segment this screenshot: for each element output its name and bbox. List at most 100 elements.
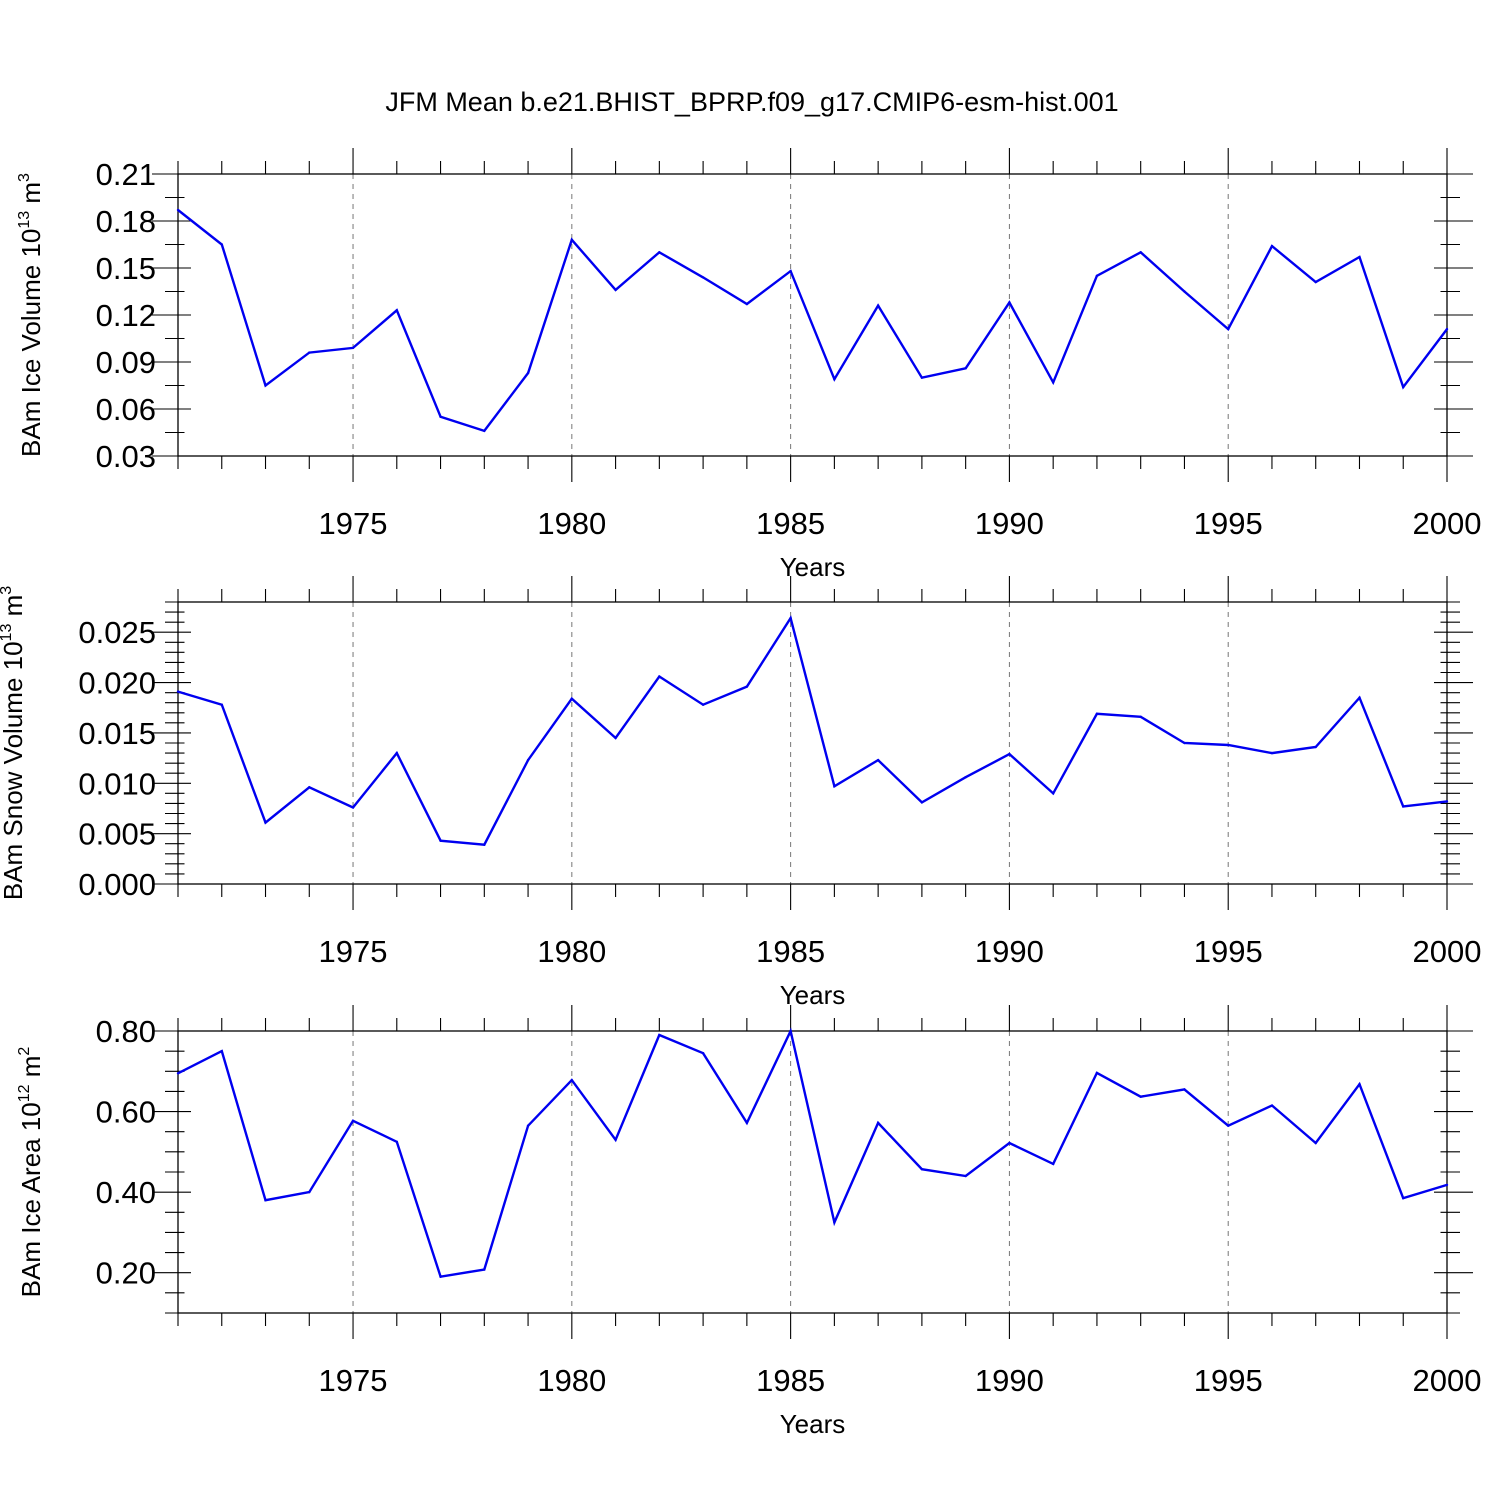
data-point-1989 <box>964 367 967 370</box>
data-point-2000 <box>1445 327 1449 331</box>
data-point-1987 <box>876 1121 880 1125</box>
data-point-1995 <box>1227 1124 1230 1127</box>
data-point-1988 <box>920 801 924 804</box>
y-tick-label: 0.18 <box>96 204 156 239</box>
data-point-1979 <box>526 1124 530 1127</box>
y-tick-label: 0.60 <box>96 1095 156 1130</box>
data-point-1999 <box>1402 385 1405 389</box>
data-point-1971 <box>176 208 180 212</box>
data-point-1982 <box>658 1033 661 1037</box>
data-point-1975 <box>351 1119 355 1123</box>
data-point-1985 <box>789 1029 792 1033</box>
x-tick-label: 1985 <box>756 506 825 541</box>
data-point-1986 <box>833 785 836 788</box>
data-point-1994 <box>1183 290 1186 293</box>
data-point-1993 <box>1139 251 1142 254</box>
y-axis-title: BAm Ice Volume 1013 m3 <box>16 173 46 457</box>
data-point-1992 <box>1095 1071 1099 1075</box>
data-point-1987 <box>876 304 880 307</box>
y-tick-label: 0.21 <box>96 157 156 192</box>
y-tick-label: 0.09 <box>96 345 156 380</box>
data-point-1975 <box>351 806 355 809</box>
x-tick-label: 1995 <box>1194 506 1263 541</box>
data-point-1985 <box>789 616 792 620</box>
data-point-1981 <box>614 1138 617 1141</box>
data-point-1997 <box>1314 1141 1317 1145</box>
y-tick-label: 0.03 <box>96 439 156 474</box>
data-point-1990 <box>1008 301 1011 304</box>
data-point-1988 <box>920 1167 924 1171</box>
x-tick-label: 2000 <box>1413 1363 1482 1398</box>
data-point-1983 <box>701 1051 705 1055</box>
data-point-1988 <box>920 376 924 379</box>
x-tick-label: 1980 <box>537 934 606 969</box>
x-axis-title: Years <box>780 1409 846 1439</box>
y-tick-label: 0.12 <box>96 298 156 333</box>
y-axis-title-unit-exponent: 2 <box>16 1047 33 1056</box>
data-point-1989 <box>964 1174 967 1178</box>
y-tick-label: 0.005 <box>78 817 156 852</box>
x-tick-label: 2000 <box>1413 934 1482 969</box>
y-axis-title-exponent: 13 <box>16 211 33 229</box>
data-point-1994 <box>1183 741 1186 745</box>
y-axis-title-unit: m <box>0 595 28 624</box>
x-axis-title: Years <box>780 980 846 1010</box>
series-line-snow-volume <box>177 615 1448 846</box>
data-point-1997 <box>1314 280 1317 284</box>
y-tick-label: 0.020 <box>78 666 156 701</box>
data-point-1984 <box>745 1121 749 1125</box>
y-axis-title-main: BAm Ice Volume 10 <box>16 229 46 457</box>
chart-panels: 0.03 0.06 0.09 0.12 0.15 0.18 0.21 1975 1980 1985… <box>0 148 1481 1439</box>
data-point-1987 <box>876 758 880 762</box>
data-point-1989 <box>964 776 967 779</box>
series-line-ice-area <box>177 1027 1448 1279</box>
data-point-1995 <box>1227 327 1230 331</box>
data-point-1979 <box>526 758 530 762</box>
data-point-1972 <box>220 243 223 246</box>
data-point-1982 <box>658 675 661 678</box>
y-axis-title-exponent: 12 <box>16 1084 33 1102</box>
data-point-1999 <box>1402 1196 1405 1200</box>
y-tick-label: 0.15 <box>96 251 156 286</box>
data-point-1984 <box>745 685 749 688</box>
data-point-1981 <box>614 736 617 740</box>
data-point-1973 <box>264 384 267 387</box>
data-point-1973 <box>264 1199 267 1202</box>
panel-ice-volume: 0.03 0.06 0.09 0.12 0.15 0.18 0.21 1975 1980 1985… <box>16 148 1481 582</box>
x-tick-label: 1995 <box>1194 1363 1263 1398</box>
data-point-1996 <box>1270 244 1274 248</box>
data-point-1983 <box>701 703 705 706</box>
data-point-1980 <box>570 697 574 700</box>
data-point-1978 <box>483 843 486 846</box>
x-tick-label: 1995 <box>1194 934 1263 969</box>
x-tick-label: 1990 <box>975 506 1044 541</box>
y-axis-title-main: BAm Snow Volume 10 <box>0 641 28 900</box>
x-tick-label: 1980 <box>537 506 606 541</box>
x-tick-label: 1975 <box>319 506 388 541</box>
y-tick-label: 0.010 <box>78 766 156 801</box>
y-axis-title: BAm Snow Volume 1013 m3 <box>0 586 28 900</box>
y-tick-label: 0.20 <box>96 1256 156 1291</box>
data-point-1976 <box>395 1140 398 1143</box>
panel-ice-area: 0.20 0.40 0.60 0.80 1975 1980 1985 1990 1995 2000… <box>16 1005 1481 1439</box>
data-point-1996 <box>1270 751 1274 755</box>
data-point-2000 <box>1445 1183 1449 1187</box>
data-point-1976 <box>395 751 398 755</box>
y-tick-label: 0.000 <box>78 867 156 902</box>
plot-frame <box>177 173 1448 457</box>
data-point-1990 <box>1008 752 1011 756</box>
series-line-ice-volume <box>177 209 1448 433</box>
data-point-1974 <box>308 1190 311 1194</box>
data-point-1997 <box>1314 745 1317 749</box>
y-axis-title-unit: m <box>16 182 46 211</box>
panel-snow-volume: 0.000 0.005 0.010 0.015 0.020 0.025 1975 1980 19… <box>0 576 1481 1010</box>
data-point-2000 <box>1445 800 1449 803</box>
data-point-1985 <box>789 269 792 273</box>
data-point-1973 <box>264 821 267 824</box>
data-point-1990 <box>1008 1141 1011 1145</box>
data-point-1998 <box>1358 1082 1361 1086</box>
y-tick-label: 0.025 <box>78 615 156 650</box>
data-point-1993 <box>1139 715 1142 719</box>
data-point-1991 <box>1051 1162 1055 1166</box>
